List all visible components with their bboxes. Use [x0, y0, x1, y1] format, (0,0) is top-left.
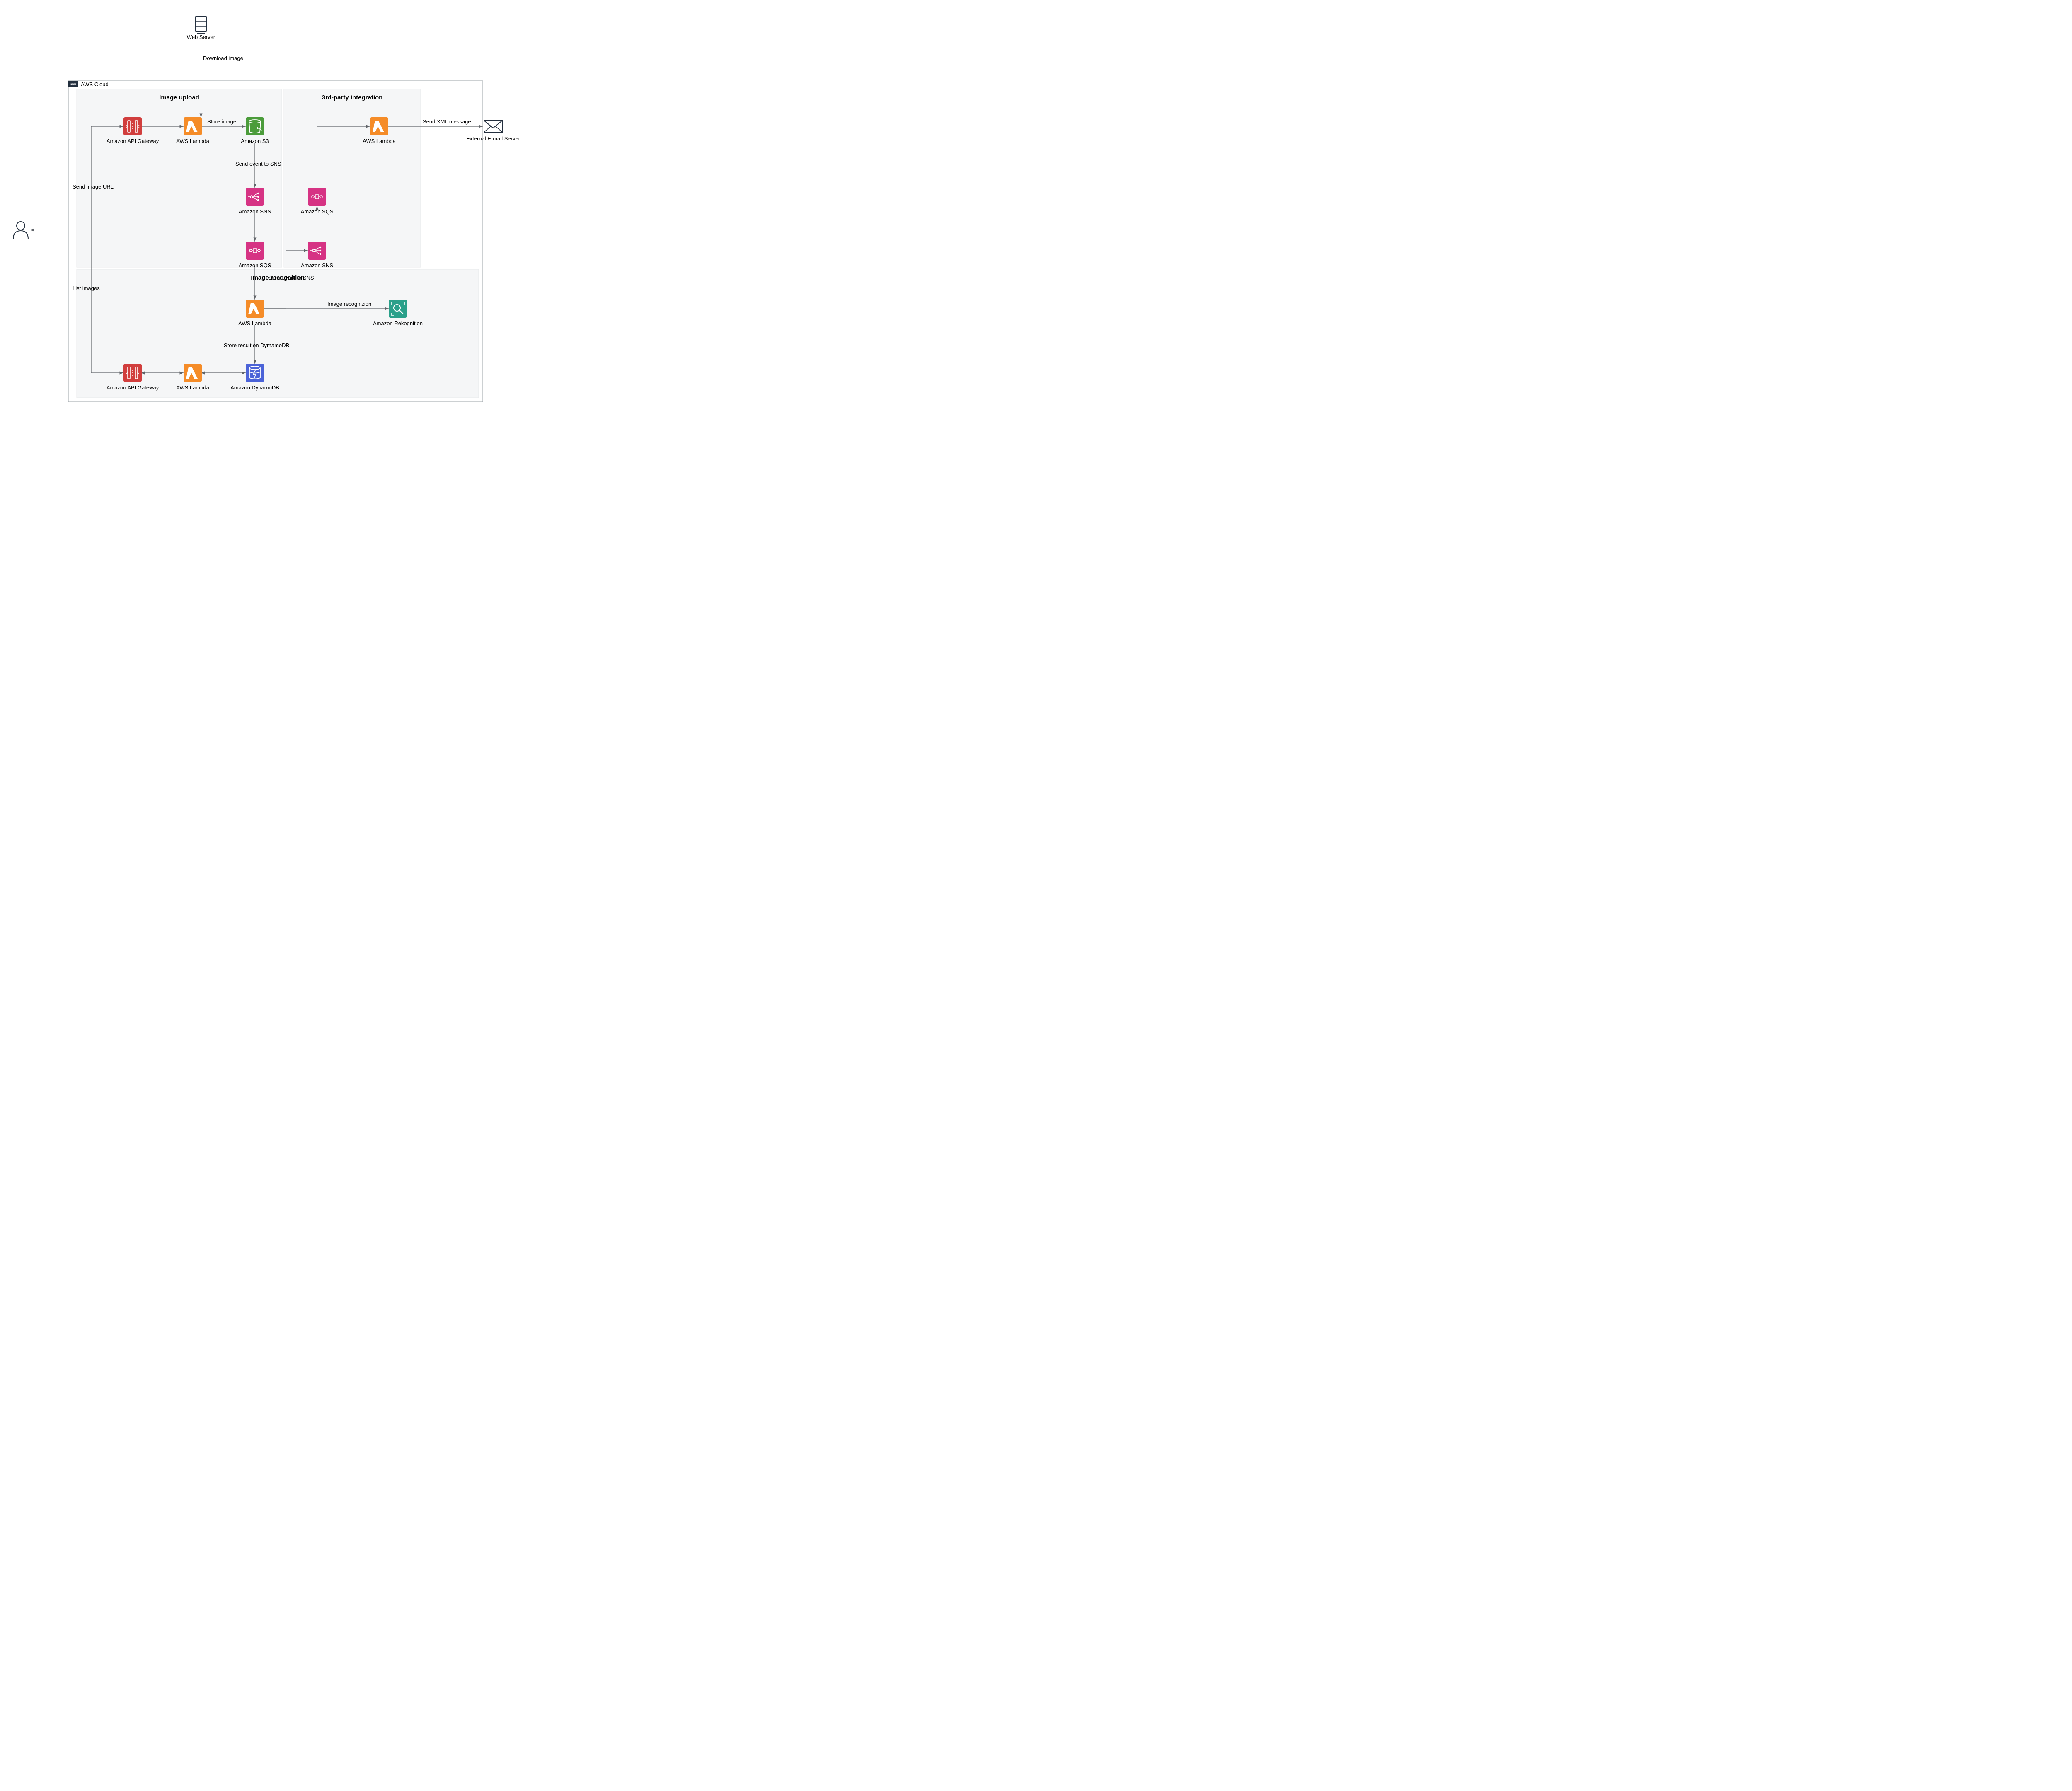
edge-label-lambda2-email: Send XML message: [423, 118, 471, 125]
region-title-upload: Image upload: [159, 94, 199, 101]
edge-label-lambda3-rekog: Image recognizion: [327, 301, 371, 307]
node-label-webserver: Web Server: [187, 34, 215, 40]
region-title-third: 3rd-party integration: [322, 94, 383, 101]
edge-label-webserver-lambda1: Download image: [203, 55, 243, 61]
node-label-lambda2: AWS Lambda: [363, 138, 396, 144]
edge-label-lambda3-sns2: Send event to SNS: [268, 275, 314, 281]
region-third: [284, 89, 421, 267]
node-label-lambda1: AWS Lambda: [176, 138, 209, 144]
architecture-diagram: aws AWS Cloud Image upload 3rd-party integr…: [0, 0, 2072, 403]
node-label-sns2: Amazon SNS: [301, 262, 333, 268]
node-label-sqs1: Amazon SQS: [239, 262, 271, 268]
node-label-apigw2: Amazon API Gateway: [107, 384, 159, 391]
edge-label-s3-sns1: Send event to SNS: [235, 161, 281, 167]
node-label-sns1: Amazon SNS: [239, 208, 271, 215]
node-label-email: External E-mail Server: [466, 135, 520, 142]
diagram-svg: aws AWS Cloud Image upload 3rd-party integr…: [0, 0, 522, 403]
edge-label-lambda3-dynamo: Store result on DymamoDB: [224, 342, 289, 348]
node-label-sqs2: Amazon SQS: [301, 208, 334, 215]
aws-cloud-label: AWS Cloud: [81, 81, 109, 87]
edge-label-user-apigw2: List images: [73, 285, 100, 291]
node-label-lambda3: AWS Lambda: [238, 320, 271, 326]
edge-label-lambda1-s3: Store image: [207, 118, 236, 125]
edge-label-user-apigw1: Send image URL: [73, 184, 114, 190]
node-label-s3: Amazon S3: [241, 138, 269, 144]
svg-text:aws: aws: [70, 82, 77, 86]
node-label-lambda4: AWS Lambda: [176, 384, 209, 391]
node-label-rekog: Amazon Rekognition: [373, 320, 423, 326]
node-label-dynamo: Amazon DynamoDB: [230, 384, 279, 391]
region-upload: [77, 89, 282, 267]
node-label-apigw1: Amazon API Gateway: [107, 138, 159, 144]
